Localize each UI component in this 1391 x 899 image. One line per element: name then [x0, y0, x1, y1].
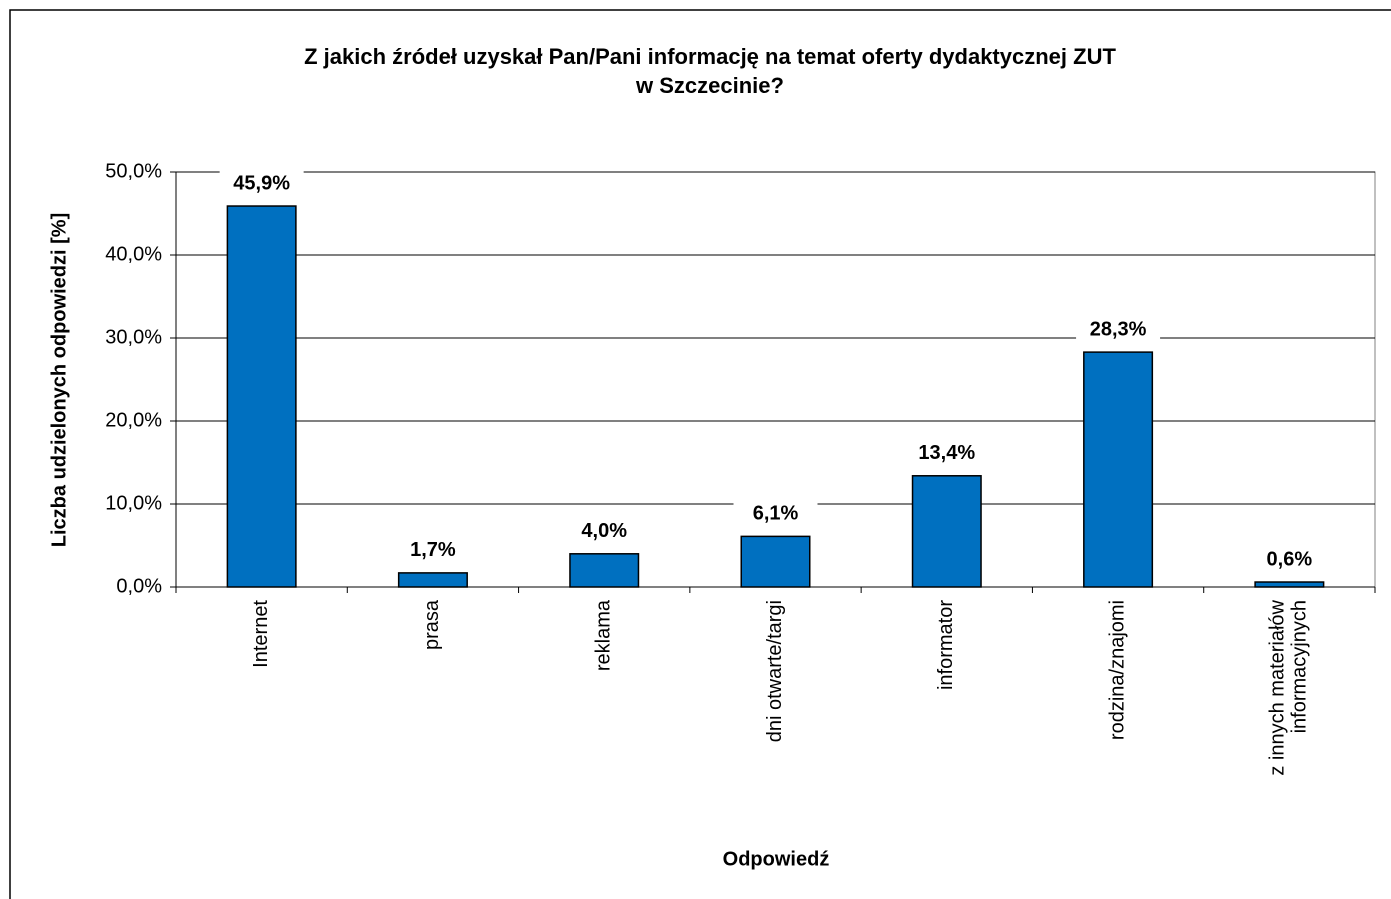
x-tick-label: reklama — [592, 599, 614, 671]
x-tick-label: informacyjnych — [1289, 600, 1311, 733]
y-axis-label: Liczba udzielonych odpowiedzi [%] — [48, 213, 70, 547]
y-tick-label: 50,0% — [105, 160, 162, 182]
y-tick-label: 10,0% — [105, 492, 162, 514]
bar — [911, 475, 982, 588]
data-label: 4,0% — [581, 520, 627, 542]
y-tick-label: 40,0% — [105, 243, 162, 265]
y-tick-label: 30,0% — [105, 326, 162, 348]
bar — [226, 205, 297, 588]
bar — [397, 572, 468, 588]
data-label: 1,7% — [410, 539, 456, 561]
chart-title: Z jakich źródeł uzyskał Pan/Pani informa… — [304, 44, 1116, 69]
x-tick-label: Internet — [250, 600, 272, 668]
data-label: 28,3% — [1090, 318, 1147, 340]
label-bg — [219, 170, 304, 199]
x-tick-label: rodzina/znajomi — [1106, 600, 1128, 740]
label-bg — [1247, 546, 1332, 575]
data-label: 0,6% — [1267, 548, 1313, 570]
x-tick-label: informator — [935, 600, 957, 690]
x-tick-label: dni otwarte/targi — [764, 600, 786, 742]
label-bg — [562, 517, 647, 546]
data-label: 13,4% — [918, 442, 975, 464]
bar — [569, 553, 640, 588]
data-label: 6,1% — [753, 503, 799, 525]
label-bg — [390, 536, 475, 565]
x-tick-label: prasa — [421, 599, 443, 650]
bar — [1083, 351, 1154, 588]
y-tick-label: 0,0% — [116, 575, 162, 597]
data-label: 45,9% — [233, 172, 290, 194]
x-axis-label: Odpowiedź — [723, 848, 830, 870]
label-bg — [1076, 316, 1161, 345]
bar — [1254, 581, 1325, 588]
y-tick-label: 20,0% — [105, 409, 162, 431]
label-bg — [733, 500, 818, 529]
bar — [740, 535, 811, 588]
label-bg — [904, 439, 989, 468]
chart-title: w Szczecinie? — [635, 73, 784, 98]
x-tick-label: z innych materiałów — [1267, 599, 1289, 775]
